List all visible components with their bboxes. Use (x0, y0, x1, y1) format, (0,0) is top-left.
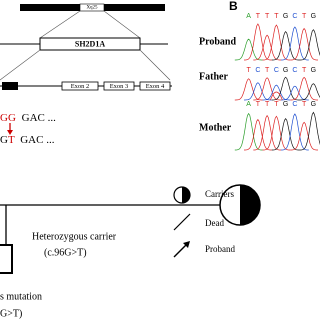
base-letter: T (302, 13, 307, 20)
base-letter: T (274, 101, 279, 108)
exon-box (103, 81, 135, 91)
trace-peak (281, 85, 309, 101)
wildtype-sequence: GG GAC ... (0, 112, 56, 124)
legend-label: Carriers (205, 189, 234, 199)
legend-dead-icon (173, 213, 191, 231)
trace-peak (270, 91, 283, 101)
zoom-line (103, 10, 141, 39)
trace-peak (271, 76, 300, 101)
base-letter: T (302, 67, 307, 74)
carrier-fill (240, 185, 260, 225)
trace-peak (244, 118, 272, 151)
affected-son (0, 244, 13, 274)
base-letter: T (256, 101, 261, 108)
row-label: Proband (199, 36, 236, 47)
base-letter: T (265, 67, 270, 74)
trace-peak (244, 23, 272, 61)
base-letter: A (246, 13, 251, 20)
mutant-changed: T (8, 134, 15, 146)
base-letter: G (283, 101, 288, 108)
trace-peak (253, 34, 281, 61)
exon-1 (2, 82, 18, 90)
exon-label: Exon 4 (146, 83, 165, 90)
base-letter: G (311, 13, 316, 20)
base-letter: G (283, 67, 288, 74)
zoom-line (0, 49, 41, 81)
case-label: s mutation (0, 291, 42, 302)
trace-peak (234, 78, 263, 101)
base-letter: G (311, 101, 316, 108)
row-label: Mother (199, 122, 232, 133)
base-letter: C (292, 13, 297, 20)
chromosome-label: Xq25 (86, 6, 98, 11)
trace-peak (290, 76, 318, 101)
trace-peak (253, 77, 281, 101)
mutant-rest: GAC ... (20, 134, 54, 146)
panel-label: B (229, 0, 238, 13)
mutation-arrowhead (7, 130, 13, 135)
legend-label: Dead (205, 218, 224, 228)
exon-box (139, 81, 171, 91)
gene-box (39, 37, 141, 51)
trace-peak (262, 84, 291, 101)
chromosome-band (79, 3, 105, 12)
carrier-label: Heterozygous carrier (32, 231, 117, 242)
trace-peak (290, 121, 318, 151)
trace-peak (244, 82, 272, 101)
base-letter: C (255, 67, 260, 74)
wildtype-rest: GAC ... (22, 112, 56, 124)
trace-peak (234, 38, 263, 61)
legend-proband-icon (173, 244, 187, 258)
zoom-line (139, 49, 171, 81)
trace-peak (262, 115, 291, 151)
base-letter: T (256, 13, 261, 20)
row-label: Father (199, 71, 228, 82)
mutant-kept: G (0, 134, 8, 146)
trace-peak (299, 111, 320, 151)
trace-peak (299, 83, 320, 101)
carrier-variant: (c.96G>T) (44, 247, 87, 258)
base-letter: T (246, 67, 251, 74)
zoom-line (39, 10, 81, 39)
trace-peak (299, 29, 320, 61)
base-letter: G (311, 67, 316, 74)
base-letter: T (302, 101, 307, 108)
base-letter: A (246, 101, 251, 108)
case-variant: G>T) (0, 308, 22, 319)
trace-peak (234, 112, 263, 151)
base-letter: C (274, 67, 279, 74)
exon-box (61, 81, 99, 91)
exon-label: Exon 3 (110, 83, 129, 90)
wildtype-changed: GG (0, 112, 16, 124)
base-letter: G (283, 13, 288, 20)
exon-label: Exon 2 (71, 83, 90, 90)
mutant-sequence: GT GAC ... (0, 134, 55, 146)
legend-label: Proband (205, 244, 235, 254)
base-letter: C (292, 101, 297, 108)
trace-peak (253, 114, 281, 151)
legend-proband-arrowhead (183, 241, 190, 248)
trace-peak (271, 117, 300, 151)
base-letter: T (265, 13, 270, 20)
trace-peak (271, 31, 300, 61)
gene-label: SH2D1A (75, 39, 105, 48)
base-letter: T (265, 101, 270, 108)
base-letter: C (292, 67, 297, 74)
base-letter: T (274, 13, 279, 20)
trace-peak (290, 27, 318, 61)
trace-peak (262, 24, 291, 61)
legend-carrier-fill (182, 187, 190, 203)
